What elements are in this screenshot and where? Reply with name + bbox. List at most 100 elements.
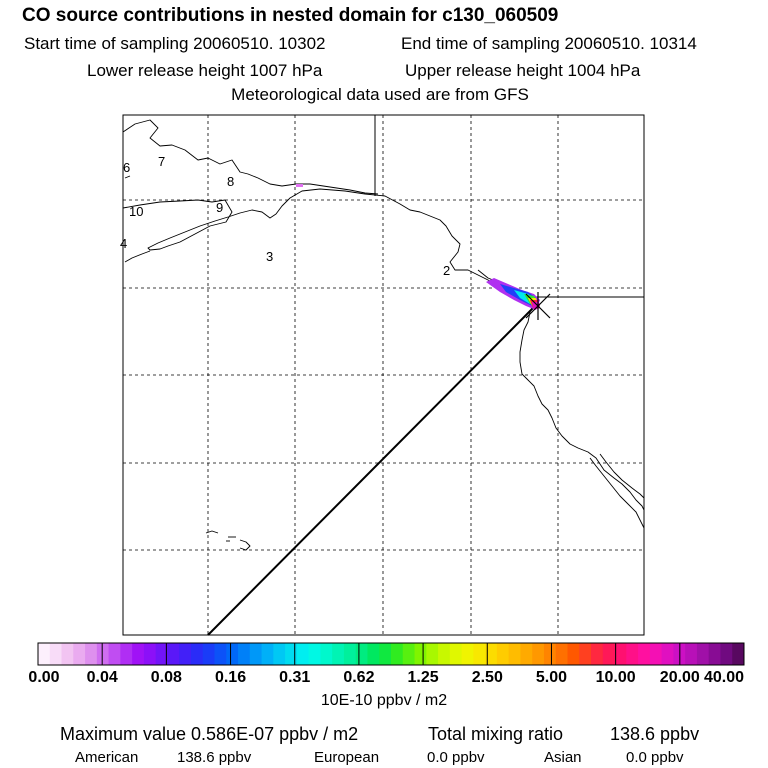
colorbar-swatch: [649, 643, 663, 665]
colorbar-swatch: [296, 643, 310, 665]
hawaii-islands: [239, 539, 251, 551]
colorbar-swatch: [108, 643, 121, 665]
colorbar-swatch: [473, 643, 486, 665]
colorbar-swatch: [426, 643, 439, 665]
colorbar-swatch: [202, 643, 215, 665]
borders: [374, 115, 644, 298]
colorbar-swatch: [238, 643, 251, 665]
upper-release-height: Upper release height 1004 hPa: [405, 61, 641, 80]
lower-release-height: Lower release height 1007 hPa: [87, 61, 323, 80]
colorbar-swatch: [402, 643, 416, 665]
region-asian-name: Asian: [544, 749, 582, 766]
plume-small-patch: [296, 184, 303, 187]
colorbar-tick-label: 5.00: [535, 669, 568, 686]
region-european-name: European: [314, 749, 380, 766]
colorbar-swatch: [591, 643, 604, 665]
colorbar-swatch: [226, 643, 239, 665]
colorbar-swatch: [85, 643, 98, 665]
colorbar-swatch: [485, 643, 498, 665]
colorbar-tick-label: 0.04: [86, 669, 118, 686]
colorbar-swatch: [179, 643, 192, 665]
colorbar-swatch: [285, 643, 298, 665]
baja-coast: [589, 457, 645, 529]
region-number: 7: [158, 154, 165, 169]
colorbar-swatch: [379, 643, 392, 665]
coastlines: [122, 119, 645, 551]
colorbar-swatch: [696, 643, 710, 665]
colorbar-tick-label: 20.00: [659, 669, 700, 686]
colorbar-swatch: [61, 643, 74, 665]
colorbar-swatch: [273, 643, 286, 665]
region-american-value: 138.6 ppbv: [177, 749, 252, 766]
alaska-peninsula-coast: [122, 188, 533, 307]
colorbar-swatch: [449, 643, 463, 665]
colorbar-swatch: [438, 643, 451, 665]
colorbar-tick-label: 0.62: [343, 669, 375, 686]
colorbar-swatch: [614, 643, 627, 665]
colorbar-swatch: [661, 643, 674, 665]
colorbar-swatch: [685, 643, 698, 665]
colorbar-swatch: [508, 643, 521, 665]
colorbar-swatch: [320, 643, 333, 665]
colorbar-swatch: [132, 643, 145, 665]
colorbar-swatch: [555, 643, 568, 665]
met-data-note: Meteorological data used are from GFS: [231, 85, 529, 104]
colorbar-swatch: [343, 643, 357, 665]
aleutian-islands: [124, 250, 151, 263]
region-european-value: 0.0 ppbv: [427, 749, 485, 766]
us-west-coast: [519, 301, 645, 511]
colorbar-tick-label: 0.08: [150, 669, 182, 686]
colorbar-swatch: [567, 643, 580, 665]
region-number: 10: [129, 204, 143, 219]
colorbar-swatch: [461, 643, 474, 665]
colorbar-frame: [37, 642, 745, 666]
region-number: 2: [443, 263, 450, 278]
region-number: 6: [123, 160, 130, 175]
total-label: Total mixing ratio: [428, 724, 564, 744]
colorbar-swatch: [155, 643, 168, 665]
colorbar-swatch: [143, 643, 157, 665]
colorbar-swatch: [367, 643, 380, 665]
colorbar-tick-label: 1.25: [407, 669, 439, 686]
colorbar-swatch: [496, 643, 510, 665]
colorbar-tick-label: 0.16: [214, 669, 247, 686]
colorbar-swatch: [38, 643, 51, 665]
colorbar-swatch: [332, 643, 345, 665]
colorbar-swatch: [732, 643, 745, 665]
colorbar-swatch: [626, 643, 639, 665]
region-number: 9: [216, 200, 223, 215]
max-value: Maximum value 0.586E-07 ppbv / m2: [60, 724, 359, 744]
colorbar-swatch: [579, 643, 592, 665]
colorbar: [38, 643, 745, 665]
region-number: 3: [266, 249, 273, 264]
colorbar-swatch: [638, 643, 651, 665]
source-marker: [525, 292, 551, 320]
colorbar-swatch: [708, 643, 721, 665]
colorbar-swatch: [49, 643, 63, 665]
colorbar-swatch: [355, 643, 368, 665]
co-plume: [296, 184, 540, 310]
region-number: 8: [227, 174, 234, 189]
colorbar-swatch: [532, 643, 545, 665]
colorbar-swatch: [120, 643, 133, 665]
colorbar-tick-label: 0.31: [279, 669, 311, 686]
colorbar-swatch: [96, 643, 110, 665]
region-american-name: American: [75, 749, 139, 766]
start-time: Start time of sampling 20060510. 10302: [24, 34, 326, 53]
map-grid: [123, 115, 644, 635]
colorbar-swatch: [167, 643, 180, 665]
colorbar-tick-label: 40.00: [703, 669, 745, 686]
colorbar-swatch: [73, 643, 86, 665]
region-numbers: 6 7 8 10 9 4 3 2: [120, 154, 450, 278]
colorbar-swatch: [249, 643, 263, 665]
colorbar-swatch: [214, 643, 227, 665]
trajectory-line: [207, 304, 537, 636]
gulf-of-california: [599, 453, 645, 499]
aleutian-west: [124, 175, 131, 179]
end-time: End time of sampling 20060510. 10314: [401, 34, 697, 53]
colorbar-swatch: [520, 643, 533, 665]
colorbar-swatch: [543, 643, 557, 665]
colorbar-tick-label: 0.00: [28, 669, 60, 686]
colorbar-swatch: [308, 643, 321, 665]
